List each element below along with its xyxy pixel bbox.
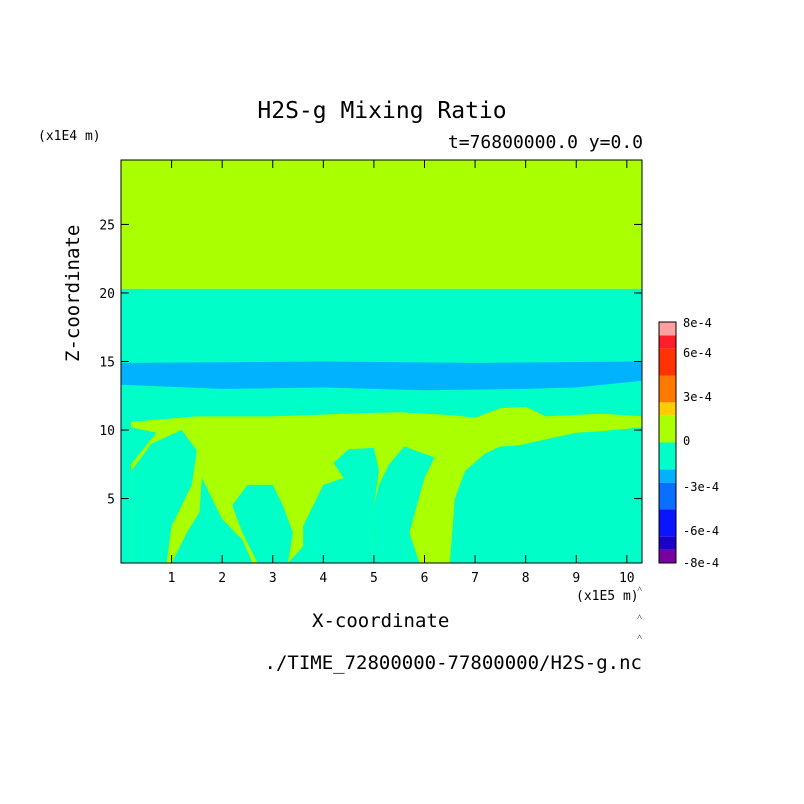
y-tick-label: 5	[107, 493, 115, 508]
colorbar-band	[659, 509, 676, 537]
contour-region-lower-layer	[232, 484, 293, 563]
colorbar-label: 0	[683, 434, 690, 448]
colorbar-frame	[658, 321, 677, 564]
x-tick-label: 7	[471, 571, 479, 586]
contour-region-lower-layer	[131, 430, 197, 563]
x-axis-label: X-coordinate	[312, 610, 450, 632]
chart-subtitle: t=76800000.0 y=0.0	[447, 132, 643, 153]
colorbar-label: -8e-4	[683, 556, 719, 570]
colorbar-band	[659, 348, 676, 376]
contour-region-lower-layer	[384, 450, 430, 563]
x-tick-label: 6	[421, 571, 429, 586]
colorbar-band	[659, 469, 676, 483]
contour-region-lower-layer	[333, 447, 379, 563]
source-file-label: ./TIME_72800000-77800000/H2S-g.nc	[264, 652, 643, 674]
x-tick-label: 1	[168, 571, 176, 586]
chart-title: H2S-g Mixing Ratio	[257, 98, 507, 124]
contour-region-band	[121, 361, 642, 391]
plot-axes: 1 2 3 4 5 6 7 8 9 10 5 10 15 20 25	[99, 159, 643, 586]
colorbar-label: 3e-4	[683, 390, 712, 404]
x-axis-unit: (x1E5 m)	[576, 589, 639, 604]
x-tick-label: 3	[269, 571, 277, 586]
colorbar-band	[659, 442, 676, 470]
y-axis-label: Z-coordinate	[62, 224, 84, 362]
colorbar-band	[659, 375, 676, 403]
x-tick-label: 8	[522, 571, 530, 586]
colorbar-label: 6e-4	[683, 346, 712, 360]
y-tick-label: 10	[99, 424, 115, 439]
y-tick-label: 20	[99, 287, 115, 302]
colorbar-band	[659, 549, 676, 563]
x-tick-label: 2	[218, 571, 226, 586]
corner-mark: ˄	[637, 633, 643, 643]
y-axis-unit: (x1E4 m)	[38, 129, 101, 144]
x-tick-label: 4	[319, 571, 327, 586]
colorbar-label: -3e-4	[683, 480, 719, 494]
colorbar: 8e-4 6e-4 3e-4 0 -3e-4 -6e-4 -8e-4	[658, 316, 719, 570]
x-tick-label: 9	[572, 571, 580, 586]
y-tick-label: 25	[99, 218, 115, 233]
x-tick-label: 10	[619, 571, 635, 586]
corner-mark: ˄	[637, 585, 643, 595]
colorbar-band	[659, 536, 676, 550]
colorbar-label: 8e-4	[683, 316, 712, 330]
contour-region-lower-layer	[454, 428, 642, 563]
contour-field	[121, 160, 642, 563]
y-tick-label: 15	[99, 356, 115, 371]
colorbar-label: -6e-4	[683, 524, 719, 538]
corner-mark: ˄	[637, 613, 643, 623]
colorbar-band	[659, 482, 676, 510]
colorbar-band	[659, 322, 676, 336]
colorbar-band	[659, 335, 676, 349]
colorbar-band	[659, 415, 676, 443]
colorbar-band	[659, 402, 676, 416]
contour-region-upper-layer	[121, 160, 642, 289]
x-tick-label: 5	[370, 571, 378, 586]
